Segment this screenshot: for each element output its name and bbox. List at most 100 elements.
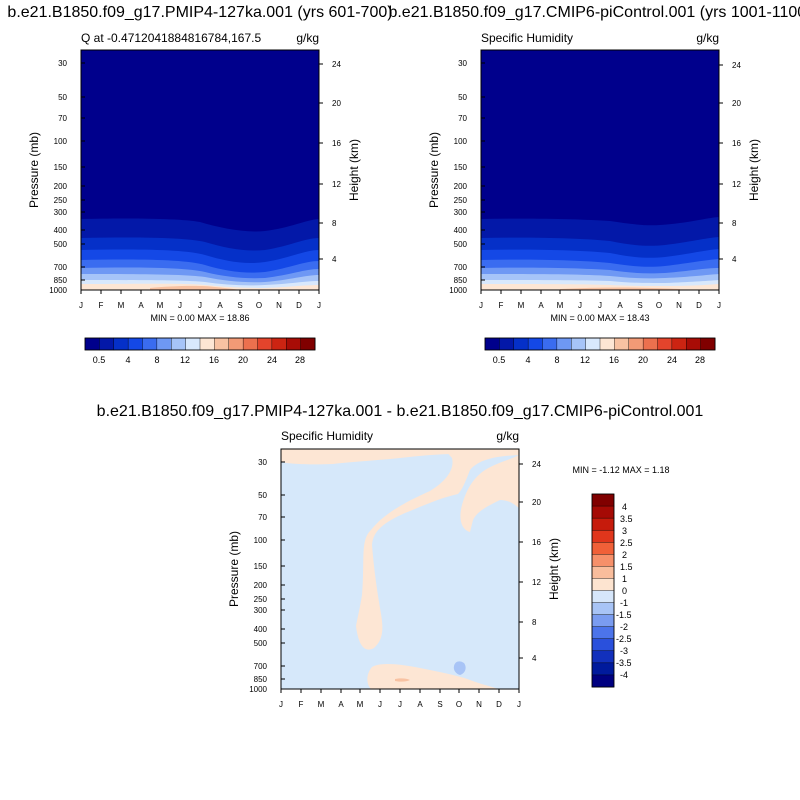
colorbar-label: 0.5 <box>493 355 506 365</box>
panel-1-subtitle-right: g/kg <box>296 31 319 45</box>
y-tick-label: 300 <box>254 606 268 615</box>
y-right-tick-label: 4 <box>532 654 537 663</box>
colorbar-box <box>156 337 172 351</box>
y-tick-label: 400 <box>454 226 468 235</box>
colorbar-label: 16 <box>209 355 219 365</box>
y-right-tick-label: 20 <box>732 99 741 108</box>
panel-3-plot-area <box>280 448 520 690</box>
x-tick-label: A <box>338 700 344 709</box>
positive-anomaly-region <box>367 664 498 689</box>
colorbar-box <box>99 337 115 351</box>
x-tick-label: A <box>617 301 623 310</box>
y-tick-label: 700 <box>454 263 468 272</box>
y-right-tick-label: 24 <box>532 460 541 469</box>
colorbar-box <box>591 626 615 640</box>
panel-3-title: b.e21.B1850.f09_g17.PMIP4-127ka.001 - b.… <box>97 403 704 420</box>
colorbar-box <box>591 529 615 543</box>
colorbar-box <box>628 337 644 351</box>
panel-3-y-axis: 30 50 70 100 150 200 250 300 400 500 700… <box>227 458 285 694</box>
y-right-tick-label: 4 <box>332 255 337 264</box>
x-tick-label: J <box>378 700 382 709</box>
colorbar-box <box>242 337 259 351</box>
colorbar-label: 12 <box>580 355 590 365</box>
colorbar-label: 0.5 <box>93 355 106 365</box>
y-right-tick-label: 4 <box>732 255 737 264</box>
x-tick-label: O <box>256 301 262 310</box>
panel-3: b.e21.B1850.f09_g17.PMIP4-127ka.001 - b.… <box>97 403 704 709</box>
colorbar-box <box>686 337 702 351</box>
colorbar-box <box>513 337 529 351</box>
y-tick-label: 200 <box>254 581 268 590</box>
x-tick-label: M <box>518 301 525 310</box>
colorbar-label: 1 <box>622 574 627 584</box>
y-tick-label: 30 <box>58 59 67 68</box>
x-tick-label: D <box>296 301 302 310</box>
colorbar-box <box>84 337 100 351</box>
colorbar-box <box>591 614 615 628</box>
panel-2: b.e21.B1850.f09_g17.CMIP6-piControl.001 … <box>388 4 800 365</box>
y-tick-label: 150 <box>254 562 268 571</box>
panel-2-x-axis: J F M A M J J A S O N D J <box>479 290 721 310</box>
panel-1-plot-area <box>80 49 320 291</box>
y-tick-label: 500 <box>54 240 68 249</box>
x-tick-label: S <box>437 700 442 709</box>
x-tick-label: N <box>276 301 282 310</box>
x-tick-label: A <box>538 301 544 310</box>
colorbar-box <box>527 337 544 351</box>
y-right-tick-label: 24 <box>332 60 341 69</box>
colorbar-box <box>171 337 187 351</box>
colorbar-box <box>591 674 615 688</box>
colorbar-box <box>214 337 230 351</box>
positive-anomaly-region <box>356 449 519 650</box>
panel-2-y-axis: 30 50 70 100 150 200 250 300 400 500 700… <box>427 59 485 295</box>
panel-3-right-axis: 24 20 16 12 8 4 Height (km) <box>519 460 561 663</box>
colorbar-box <box>657 337 673 351</box>
colorbar-label: 24 <box>267 355 277 365</box>
y-tick-label: 700 <box>54 263 68 272</box>
panel-1-y-axis: 30 50 70 100 150 200 250 300 400 500 700… <box>27 59 85 295</box>
positive-anomaly-region <box>395 678 410 682</box>
y-right-tick-label: 8 <box>732 219 737 228</box>
y-tick-label: 850 <box>454 276 468 285</box>
colorbar-box <box>591 505 615 519</box>
colorbar-label: -1.5 <box>616 610 632 620</box>
panel-2-colorbar: 0.5 4 8 12 16 20 24 28 <box>484 337 716 365</box>
colorbar-label: -2.5 <box>616 634 632 644</box>
x-tick-label: J <box>578 301 582 310</box>
colorbar-box <box>591 602 615 616</box>
colorbar-box <box>599 337 615 351</box>
y-tick-label: 1000 <box>49 286 67 295</box>
y-right-tick-label: 12 <box>732 180 741 189</box>
y-tick-label: 100 <box>454 137 468 146</box>
x-tick-label: J <box>79 301 83 310</box>
colorbar-box <box>591 554 615 567</box>
colorbar-box <box>591 493 615 507</box>
x-tick-label: M <box>357 700 364 709</box>
y-tick-label: 200 <box>454 182 468 191</box>
panel-1-colorbar: 0.5 4 8 12 16 20 24 28 <box>84 337 316 365</box>
y-tick-label: 30 <box>458 59 467 68</box>
colorbar-label: -4 <box>620 670 628 680</box>
x-tick-label: F <box>99 301 104 310</box>
colorbar-label: 8 <box>154 355 159 365</box>
y-tick-label: 700 <box>254 662 268 671</box>
y-tick-label: 500 <box>254 639 268 648</box>
y-axis-label: Pressure (mb) <box>27 132 41 208</box>
x-tick-label: D <box>696 301 702 310</box>
x-tick-label: M <box>318 700 325 709</box>
y-tick-label: 250 <box>54 196 68 205</box>
colorbar-box <box>591 590 615 604</box>
y-tick-label: 50 <box>458 93 467 102</box>
x-tick-label: A <box>417 700 423 709</box>
y-tick-label: 100 <box>254 536 268 545</box>
x-tick-label: M <box>557 301 564 310</box>
colorbar-label: 28 <box>695 355 705 365</box>
colorbar-label: 8 <box>554 355 559 365</box>
y-right-tick-label: 20 <box>532 498 541 507</box>
colorbar-box <box>591 566 615 579</box>
y-right-tick-label: 20 <box>332 99 341 108</box>
y-right-axis-label: Height (km) <box>547 538 561 600</box>
y-tick-label: 150 <box>54 163 68 172</box>
x-tick-label: J <box>598 301 602 310</box>
